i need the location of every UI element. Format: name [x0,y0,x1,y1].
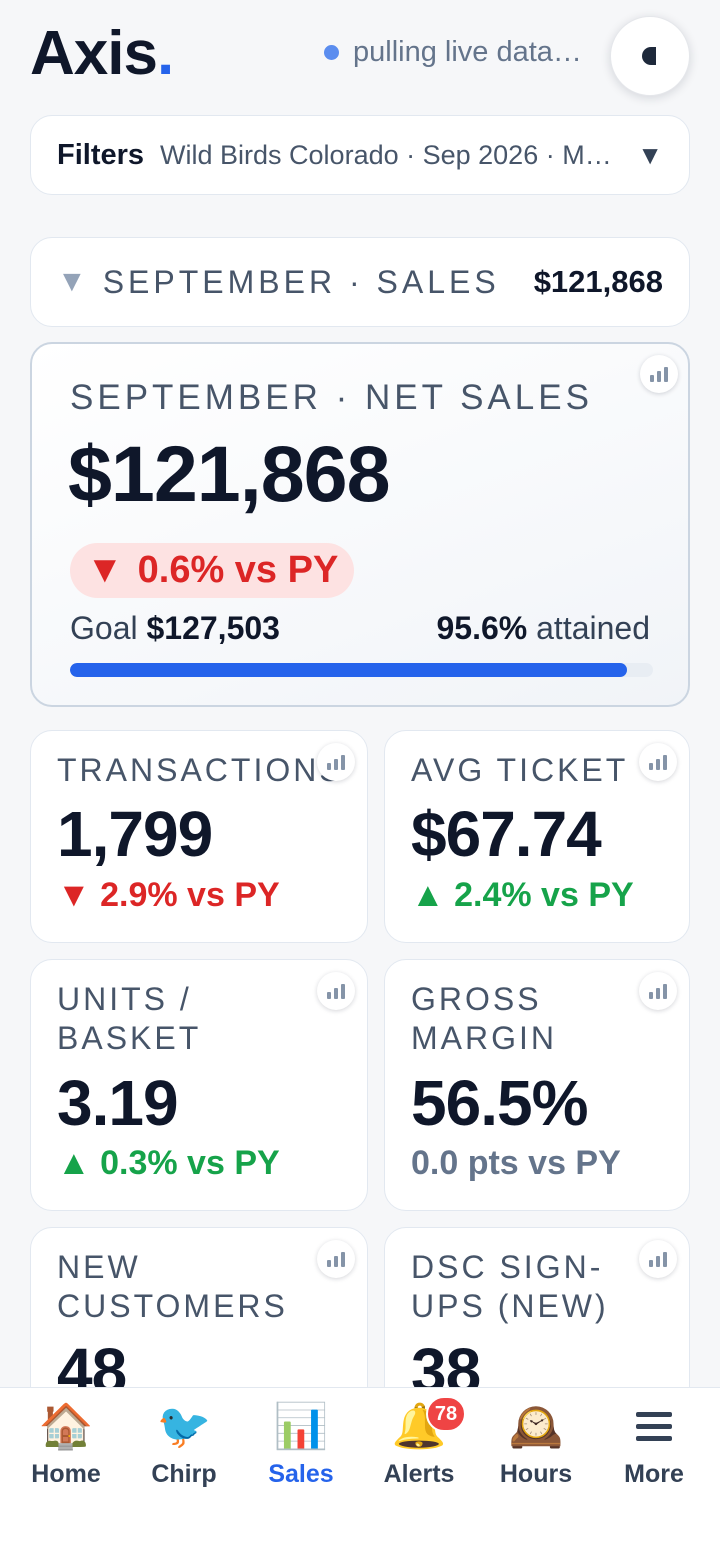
status-text: pulling live data… [353,36,582,68]
net-sales-delta-badge: ▼ 0.6% vs PY [70,543,355,598]
status-dot-icon [324,45,339,60]
attained-pct: 95.6% [436,610,528,646]
section-header-sales[interactable]: ▼ SEPTEMBER · SALES $121,868 [30,237,690,327]
bar-chart-icon [327,1260,331,1267]
nav-item-sales[interactable]: 📊 Sales [242,1398,360,1489]
chart-toggle-button[interactable] [639,743,677,781]
live-data-status: pulling live data… [324,36,582,69]
bird-icon: 🐦 [156,1401,212,1452]
nav-item-more[interactable]: More [595,1398,713,1489]
theme-toggle-button[interactable] [610,16,690,96]
kpi-value: $67.74 [411,798,602,870]
bar-chart-icon [649,992,653,999]
nav-label: Hours [499,1460,573,1488]
nav-label: Chirp [151,1460,217,1488]
kpi-label: DSC SIGN-UPS (NEW) [411,1249,609,1324]
net-sales-value: $121,868 [68,429,391,518]
app-logo: Axis. [30,19,174,88]
kpi-card-new-customers[interactable]: NEW CUSTOMERS 48 [30,1227,368,1447]
chart-toggle-button[interactable] [639,1240,677,1278]
goal-progress-fill [70,663,628,677]
kpi-label: UNITS / BASKET [57,981,202,1056]
bar-chart-icon [327,992,331,999]
nav-item-alerts[interactable]: 🔔 78 Alerts [360,1396,478,1489]
kpi-label: TRANSACTIONS [57,752,344,788]
chart-toggle-button[interactable] [640,355,678,393]
kpi-label: GROSS MARGIN [411,981,557,1056]
down-arrow-icon: ▼ [86,549,124,591]
nav-label: Home [31,1460,101,1488]
down-arrow-icon: ▼ [57,876,91,914]
up-arrow-icon: ▲ [57,1144,91,1182]
goal-progress-bar [70,663,653,677]
kpi-card-units-basket[interactable]: UNITS / BASKET 3.19 ▲ 0.3% vs PY [30,959,368,1211]
attained-text: 95.6% attained [436,610,651,646]
bar-chart-icon: 📊 [273,1401,329,1452]
nav-item-hours[interactable]: 🕰️ Hours [477,1398,595,1489]
kpi-card-avg-ticket[interactable]: AVG TICKET $67.74 ▲ 2.4% vs PY [384,730,690,943]
filters-label: Filters [57,138,145,171]
chart-toggle-button[interactable] [317,743,355,781]
house-icon: 🏠 [38,1401,94,1452]
kpi-delta: ▲ 2.4% vs PY [411,876,634,914]
collapse-caret-icon: ▼ [57,265,87,298]
chart-toggle-button[interactable] [317,972,355,1010]
bottom-nav: 🏠 Home 🐦 Chirp 📊 Sales 🔔 78 Alerts 🕰️ Ho… [0,1387,720,1558]
chart-toggle-button[interactable] [317,1240,355,1278]
kpi-delta: ▼ 2.9% vs PY [57,876,280,914]
kpi-value: 1,799 [57,798,213,870]
bar-chart-icon [649,763,653,770]
app-header: Axis. pulling live data… [0,0,720,108]
chart-toggle-button[interactable] [639,972,677,1010]
up-arrow-icon: ▲ [411,876,445,914]
net-sales-delta-text: 0.6% vs PY [137,549,339,591]
kpi-card-transactions[interactable]: TRANSACTIONS 1,799 ▼ 2.9% vs PY [30,730,368,943]
kpi-delta: ▲ 0.3% vs PY [57,1144,280,1182]
kpi-label: NEW CUSTOMERS [57,1249,288,1324]
menu-icon [636,1398,672,1456]
net-sales-label: SEPTEMBER · NET SALES [70,378,593,417]
bar-chart-icon [650,375,654,382]
kpi-value: 3.19 [57,1067,179,1139]
nav-label: More [624,1460,684,1488]
kpi-value: 56.5% [411,1067,588,1139]
kpi-delta: 0.0 pts vs PY [411,1144,621,1182]
net-sales-card[interactable]: SEPTEMBER · NET SALES $121,868 ▼ 0.6% vs… [30,342,690,707]
filters-summary: Wild Birds Colorado · Sep 2026 · M… [160,139,612,170]
kpi-label: AVG TICKET [411,752,629,788]
nav-item-chirp[interactable]: 🐦 Chirp [125,1398,243,1489]
bar-chart-icon [327,763,331,770]
goal-value: $127,503 [146,610,280,646]
section-total: $121,868 [533,264,663,299]
nav-label: Sales [268,1460,334,1488]
half-moon-icon [642,47,656,65]
nav-label: Alerts [383,1460,455,1488]
clock-icon: 🕰️ [508,1401,564,1452]
alerts-count-badge: 78 [426,1396,466,1432]
kpi-card-gross-margin[interactable]: GROSS MARGIN 56.5% 0.0 pts vs PY [384,959,690,1211]
section-title: SEPTEMBER · SALES [102,263,500,300]
filters-bar[interactable]: Filters Wild Birds Colorado · Sep 2026 ·… [30,115,690,195]
goal-text: Goal $127,503 [70,610,280,646]
chevron-down-icon: ▼ [637,139,663,170]
nav-item-home[interactable]: 🏠 Home [7,1398,125,1489]
bar-chart-icon [649,1260,653,1267]
